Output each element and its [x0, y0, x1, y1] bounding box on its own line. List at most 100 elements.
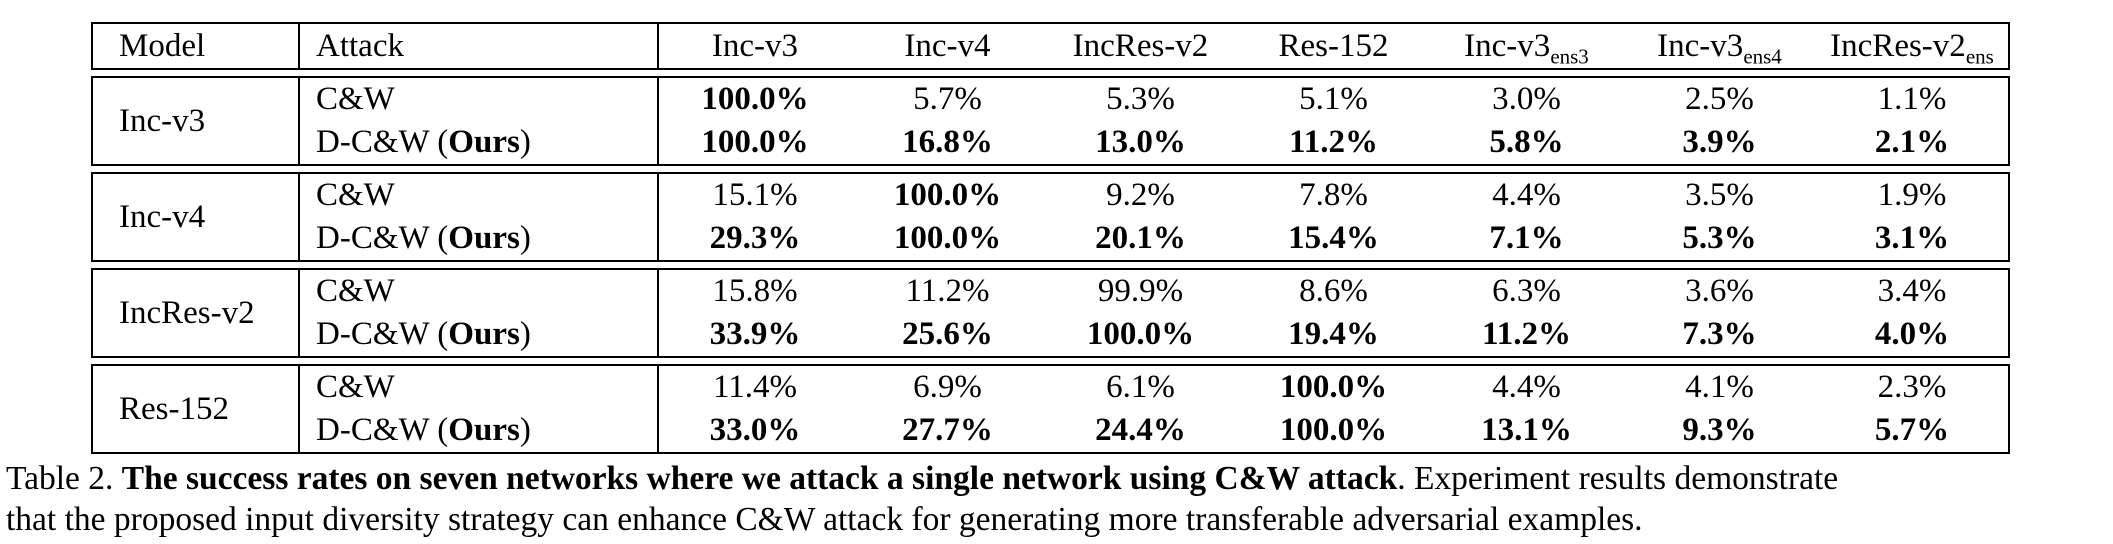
network-name: Inc-v3 [711, 27, 799, 64]
value-cell: 11.4% [712, 369, 797, 405]
attack-cell: C&W [299, 269, 659, 313]
network-name: IncRes-v2 [1072, 27, 1209, 64]
value-cell: 100.0% [1279, 369, 1388, 405]
header-network-incres-v2-ens: IncRes-v2ens [1816, 23, 2009, 69]
header-network-res-152: Res-152 [1237, 23, 1430, 69]
value-cell: 3.1% [1874, 220, 1950, 256]
attack-cell: C&W [299, 365, 659, 409]
header-network-inc-v3-ens4: Inc-v3ens4 [1623, 23, 1816, 69]
value-cell: 1.1% [1877, 81, 1947, 117]
caption-text-line2: that the proposed input diversity strate… [6, 501, 1643, 538]
attack-label-suffix: ) [519, 124, 531, 160]
value-cell: 27.7% [902, 412, 993, 448]
value-cell: 8.6% [1299, 273, 1368, 309]
attack-cell: D-C&W (Ours) [299, 217, 659, 261]
header-model: Model [92, 23, 300, 69]
value-cell: 13.1% [1481, 412, 1572, 448]
network-name: Inc-v3 [1657, 27, 1744, 64]
caption-text: . Experiment results demonstrate [1397, 460, 1839, 497]
table-group-res-152: Res-152 C&W 11.4% 6.9% 6.1% 100.0% 4.4% … [91, 364, 2010, 454]
value-cell: 6.3% [1492, 273, 1561, 309]
value-cell: 2.3% [1877, 369, 1947, 405]
network-subscript: ens3 [1550, 44, 1589, 69]
model-cell: Res-152 [92, 365, 300, 453]
attack-label: C&W [316, 81, 395, 117]
attack-cell: C&W [299, 77, 659, 121]
table-row: Inc-v3 C&W 100.0% 5.7% 5.3% 5.1% 3.0% 2.… [92, 77, 2009, 165]
caption-label: Table 2. [6, 460, 122, 497]
model-cell: IncRes-v2 [92, 269, 300, 357]
value-cell: 15.4% [1288, 220, 1379, 256]
value-cell: 3.0% [1492, 81, 1561, 117]
header-row: Model Attack Inc-v3 Inc-v4 IncRes-v2 Res… [92, 23, 2009, 69]
value-cell: 5.8% [1489, 124, 1564, 160]
table-row: D-C&W (Ours) 33.0% 27.7% 24.4% 100.0% 13… [92, 409, 2009, 453]
value-cell: 3.6% [1685, 273, 1754, 309]
attack-cell: D-C&W (Ours) [299, 409, 659, 453]
value-cell: 2.5% [1685, 81, 1754, 117]
value-cell: 100.0% [1279, 412, 1388, 448]
value-cell: 100.0% [701, 124, 809, 160]
table-row: D-C&W (Ours) 33.9% 25.6% 100.0% 19.4% 11… [92, 313, 2009, 357]
value-cell: 16.8% [902, 124, 993, 160]
value-cell: 100.0% [1086, 316, 1195, 352]
value-cell: 33.0% [709, 412, 801, 448]
value-cell: 4.0% [1874, 316, 1950, 352]
value-cell: 5.1% [1299, 81, 1368, 117]
value-cell: 100.0% [893, 177, 1002, 213]
network-name: Inc-v3 [1464, 27, 1551, 64]
model-cell: Inc-v4 [92, 173, 300, 261]
table-header: Model Attack Inc-v3 Inc-v4 IncRes-v2 Res… [91, 22, 2010, 70]
network-subscript: ens [1965, 44, 1994, 69]
header-network-inc-v3: Inc-v3 [658, 23, 851, 69]
value-cell: 5.7% [913, 81, 982, 117]
table-row: IncRes-v2 C&W 15.8% 11.2% 99.9% 8.6% 6.3… [92, 269, 2009, 357]
value-cell: 7.3% [1682, 316, 1757, 352]
value-cell: 100.0% [893, 220, 1002, 256]
attack-label-suffix: ) [519, 316, 531, 352]
header-network-inc-v3-ens3: Inc-v3ens3 [1430, 23, 1623, 69]
value-cell: 11.2% [1482, 316, 1571, 352]
value-cell: 25.6% [902, 316, 993, 352]
value-cell: 7.8% [1299, 177, 1368, 213]
value-cell: 6.1% [1106, 369, 1175, 405]
model-cell: Inc-v3 [92, 77, 300, 165]
value-cell: 6.9% [913, 369, 982, 405]
network-subscript: ens4 [1743, 44, 1782, 69]
value-cell: 33.9% [709, 316, 801, 352]
value-cell: 3.9% [1682, 124, 1757, 160]
value-cell: 100.0% [701, 81, 809, 117]
value-cell: 7.1% [1489, 220, 1564, 256]
value-cell: 9.2% [1106, 177, 1175, 213]
caption-bold-text: The success rates on seven networks wher… [121, 460, 1398, 497]
value-cell: 15.1% [712, 177, 798, 213]
table-group-inc-v4: Inc-v4 C&W 15.1% 100.0% 9.2% 7.8% 4.4% 3… [91, 172, 2010, 262]
value-cell: 29.3% [709, 220, 801, 256]
attack-label: C&W [316, 369, 395, 405]
network-name: Res-152 [1278, 27, 1389, 64]
attack-label-suffix: ) [519, 412, 531, 448]
value-cell: 4.4% [1492, 177, 1561, 213]
network-name: Inc-v4 [904, 27, 991, 64]
value-cell: 11.2% [905, 273, 990, 309]
attack-cell: D-C&W (Ours) [299, 121, 659, 165]
value-cell: 5.3% [1682, 220, 1757, 256]
table-row: D-C&W (Ours) 29.3% 100.0% 20.1% 15.4% 7.… [92, 217, 2009, 261]
value-cell: 5.7% [1874, 412, 1950, 448]
attack-label: D-C&W ( [316, 316, 449, 352]
attack-label-suffix: ) [519, 220, 531, 256]
attack-label: C&W [316, 177, 395, 213]
attack-label: D-C&W ( [316, 412, 449, 448]
value-cell: 99.9% [1097, 273, 1184, 309]
value-cell: 19.4% [1288, 316, 1379, 352]
table-caption: Table 2. The success rates on seven netw… [6, 458, 2110, 540]
attack-label: D-C&W ( [316, 220, 449, 256]
header-network-inc-v4: Inc-v4 [851, 23, 1044, 69]
value-cell: 13.0% [1095, 124, 1186, 160]
attack-label-bold: Ours [448, 316, 520, 352]
attack-label-bold: Ours [448, 220, 520, 256]
network-name: IncRes-v2 [1830, 27, 1966, 64]
header-network-incres-v2: IncRes-v2 [1044, 23, 1237, 69]
value-cell: 11.2% [1289, 124, 1378, 160]
value-cell: 5.3% [1106, 81, 1175, 117]
